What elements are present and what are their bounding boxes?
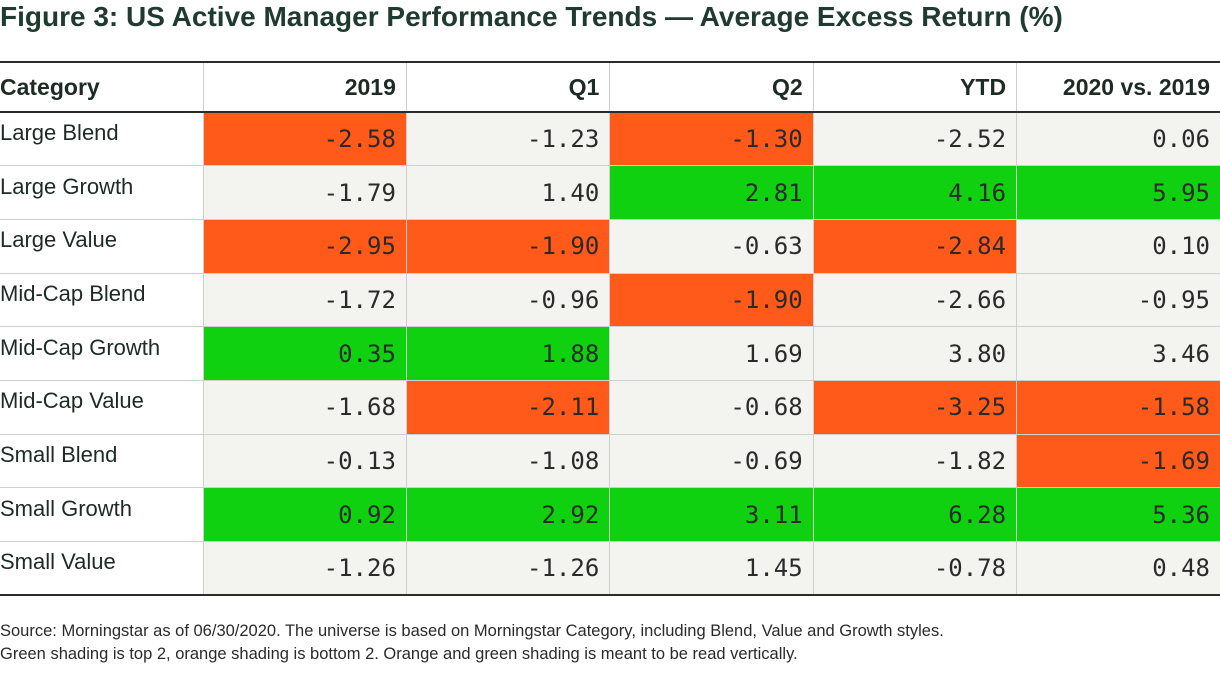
cell-2020-vs-2019: 3.46 bbox=[1016, 326, 1220, 381]
table-row: Large Growth -1.79 1.40 2.81 4.16 5.95 bbox=[0, 165, 1220, 220]
header-q2: Q2 bbox=[609, 61, 814, 113]
cell-q1: 1.40 bbox=[405, 165, 610, 220]
cell-2020-vs-2019-top-shaded: 5.95 bbox=[1016, 165, 1220, 220]
cell-2019: -0.13 bbox=[202, 434, 407, 489]
row-category-label: Large Growth bbox=[0, 165, 203, 220]
table-row: Large Blend -2.58 -1.23 -1.30 -2.52 0.06 bbox=[0, 112, 1220, 167]
cell-q1-bottom-shaded: -1.90 bbox=[405, 219, 610, 274]
cell-q2-bottom-shaded: -1.30 bbox=[609, 112, 814, 167]
header-q1: Q1 bbox=[405, 61, 610, 113]
cell-q1-top-shaded: 1.88 bbox=[405, 326, 610, 381]
cell-ytd-top-shaded: 6.28 bbox=[812, 487, 1017, 542]
header-category: Category bbox=[0, 61, 203, 113]
table-row: Large Value -2.95 -1.90 -0.63 -2.84 0.10 bbox=[0, 219, 1220, 274]
cell-q2-top-shaded: 2.81 bbox=[609, 165, 814, 220]
row-category-label: Small Growth bbox=[0, 487, 203, 542]
cell-2020-vs-2019-top-shaded: 5.36 bbox=[1016, 487, 1220, 542]
cell-q2: -0.68 bbox=[609, 380, 814, 435]
table-body: Large Blend -2.58 -1.23 -1.30 -2.52 0.06 Large… bbox=[0, 112, 1220, 597]
cell-2019: -1.68 bbox=[202, 380, 407, 435]
figure-title: Figure 3: US Active Manager Performance … bbox=[0, 1, 1063, 32]
table-row: Mid-Cap Value -1.68 -2.11 -0.68 -3.25 -1.58 bbox=[0, 380, 1220, 435]
cell-2019-bottom-shaded: -2.58 bbox=[202, 112, 407, 167]
cell-q1: -1.26 bbox=[405, 541, 610, 597]
row-category-label: Large Blend bbox=[0, 112, 203, 167]
cell-q2: 1.69 bbox=[609, 326, 814, 381]
table-row: Small Value -1.26 -1.26 1.45 -0.78 0.48 bbox=[0, 541, 1220, 597]
cell-ytd: -1.82 bbox=[812, 434, 1017, 489]
cell-2019: -1.26 bbox=[202, 541, 407, 597]
header-ytd: YTD bbox=[812, 61, 1017, 113]
cell-q2-top-shaded: 3.11 bbox=[609, 487, 814, 542]
cell-q2-bottom-shaded: -1.90 bbox=[609, 273, 814, 328]
cell-q2: 1.45 bbox=[609, 541, 814, 597]
row-category-label: Small Blend bbox=[0, 434, 203, 489]
cell-2019-bottom-shaded: -2.95 bbox=[202, 219, 407, 274]
header-2020-vs-2019: 2020 vs. 2019 bbox=[1016, 61, 1220, 113]
table-row: Small Growth 0.92 2.92 3.11 6.28 5.36 bbox=[0, 487, 1220, 542]
cell-ytd: 3.80 bbox=[812, 326, 1017, 381]
table-row: Mid-Cap Growth 0.35 1.88 1.69 3.80 3.46 bbox=[0, 326, 1220, 381]
cell-ytd: -2.66 bbox=[812, 273, 1017, 328]
cell-2019-top-shaded: 0.92 bbox=[202, 487, 407, 542]
header-row: Category 2019 Q1 Q2 YTD 2020 vs. 2019 bbox=[0, 61, 1220, 113]
cell-2019-top-shaded: 0.35 bbox=[202, 326, 407, 381]
row-category-label: Small Value bbox=[0, 541, 203, 597]
cell-ytd-bottom-shaded: -3.25 bbox=[812, 380, 1017, 435]
cell-ytd-bottom-shaded: -2.84 bbox=[812, 219, 1017, 274]
cell-q2: -0.69 bbox=[609, 434, 814, 489]
row-category-label: Mid-Cap Value bbox=[0, 380, 203, 435]
cell-q2: -0.63 bbox=[609, 219, 814, 274]
cell-q1: -0.96 bbox=[405, 273, 610, 328]
performance-table: Category 2019 Q1 Q2 YTD 2020 vs. 2019 La… bbox=[0, 61, 1220, 597]
footnote-source: Source: Morningstar as of 06/30/2020. Th… bbox=[0, 622, 944, 640]
cell-q1: -1.23 bbox=[405, 112, 610, 167]
cell-q1-top-shaded: 2.92 bbox=[405, 487, 610, 542]
table-row: Small Blend -0.13 -1.08 -0.69 -1.82 -1.69 bbox=[0, 434, 1220, 489]
cell-ytd: -2.52 bbox=[812, 112, 1017, 167]
cell-ytd-top-shaded: 4.16 bbox=[812, 165, 1017, 220]
cell-ytd: -0.78 bbox=[812, 541, 1017, 597]
cell-2020-vs-2019-bottom-shaded: -1.69 bbox=[1016, 434, 1220, 489]
cell-2020-vs-2019-bottom-shaded: -1.58 bbox=[1016, 380, 1220, 435]
cell-2019: -1.72 bbox=[202, 273, 407, 328]
row-category-label: Mid-Cap Blend bbox=[0, 273, 203, 328]
row-category-label: Mid-Cap Growth bbox=[0, 326, 203, 381]
cell-2019: -1.79 bbox=[202, 165, 407, 220]
footnote: Source: Morningstar as of 06/30/2020. Th… bbox=[0, 620, 1220, 666]
header-2019: 2019 bbox=[202, 61, 407, 113]
cell-q1: -1.08 bbox=[405, 434, 610, 489]
cell-2020-vs-2019: 0.06 bbox=[1016, 112, 1220, 167]
cell-q1-bottom-shaded: -2.11 bbox=[405, 380, 610, 435]
row-category-label: Large Value bbox=[0, 219, 203, 274]
table-row: Mid-Cap Blend -1.72 -0.96 -1.90 -2.66 -0.95 bbox=[0, 273, 1220, 328]
cell-2020-vs-2019: 0.10 bbox=[1016, 219, 1220, 274]
cell-2020-vs-2019: -0.95 bbox=[1016, 273, 1220, 328]
cell-2020-vs-2019: 0.48 bbox=[1016, 541, 1220, 597]
footnote-shading-note: Green shading is top 2, orange shading i… bbox=[0, 645, 798, 663]
